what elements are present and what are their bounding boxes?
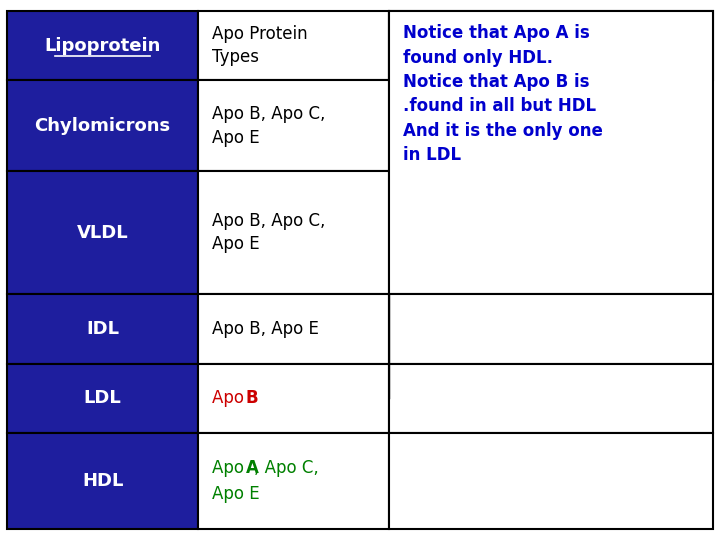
Text: Apo B, Apo C,
Apo E: Apo B, Apo C, Apo E	[212, 105, 325, 146]
Bar	[198, 171, 389, 294]
Bar	[7, 171, 198, 294]
Bar	[198, 80, 389, 171]
Text: B: B	[246, 389, 258, 407]
Bar	[198, 294, 389, 363]
Bar	[198, 363, 389, 433]
Text: VLDL: VLDL	[77, 224, 128, 241]
Bar	[389, 11, 713, 80]
Bar	[198, 11, 389, 80]
Text: IDL: IDL	[86, 320, 119, 338]
Text: Apo E: Apo E	[212, 485, 260, 503]
Bar	[7, 363, 198, 433]
Bar	[389, 11, 713, 294]
Bar	[7, 433, 198, 529]
Text: Apo: Apo	[212, 389, 250, 407]
Bar	[389, 363, 713, 433]
Bar	[7, 80, 198, 171]
Text: Apo B, Apo C,
Apo E: Apo B, Apo C, Apo E	[212, 212, 325, 253]
Text: Lipoprotein: Lipoprotein	[45, 37, 161, 55]
Bar	[389, 294, 713, 363]
Bar	[198, 433, 389, 529]
Bar	[7, 294, 198, 363]
Bar	[7, 11, 198, 80]
Text: HDL: HDL	[82, 472, 123, 490]
Bar	[389, 433, 713, 529]
Text: , Apo C,: , Apo C,	[254, 460, 318, 477]
Text: Notice that Apo A is
found only HDL.
Notice that Apo B is
.found in all but HDL
: Notice that Apo A is found only HDL. Not…	[403, 24, 603, 164]
Text: LDL: LDL	[84, 389, 122, 407]
Text: Apo Protein
Types: Apo Protein Types	[212, 25, 308, 66]
Text: Apo: Apo	[212, 460, 250, 477]
Text: Chylomicrons: Chylomicrons	[35, 117, 171, 134]
Text: A: A	[246, 460, 258, 477]
Text: Apo B, Apo E: Apo B, Apo E	[212, 320, 319, 338]
